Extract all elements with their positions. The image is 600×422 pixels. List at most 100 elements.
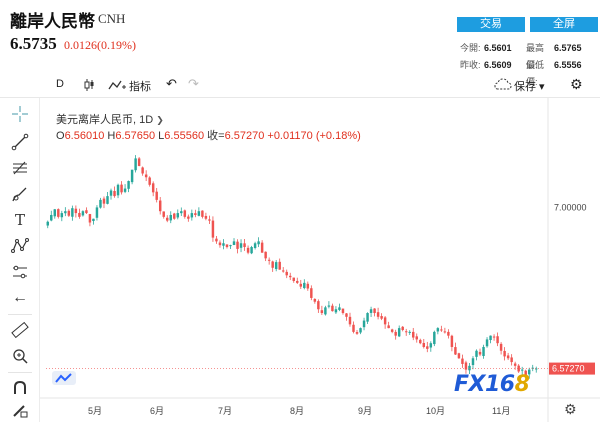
candle	[218, 242, 222, 246]
time-tick-label: 6月	[150, 406, 164, 416]
candle	[158, 200, 162, 212]
candle	[74, 208, 78, 214]
indicator-icon[interactable]	[108, 79, 126, 91]
current-price-label: 6.57270	[552, 364, 585, 374]
candle	[278, 261, 281, 270]
candle	[106, 196, 109, 204]
candle	[408, 331, 411, 333]
fullscreen-button[interactable]: 全屏	[530, 17, 598, 32]
prev-close-value: 6.5609	[484, 60, 512, 70]
fib-icon[interactable]	[10, 158, 30, 178]
candle	[422, 342, 426, 347]
candle	[320, 310, 324, 314]
candle	[289, 275, 292, 278]
ruler-icon[interactable]	[10, 320, 30, 340]
candle	[116, 184, 120, 196]
ohlc-open: 6.56010	[64, 130, 105, 142]
candle	[531, 367, 534, 369]
ohlc-change: +0.01170	[267, 130, 313, 142]
candle	[387, 325, 390, 329]
open-value: 6.5601	[484, 43, 512, 53]
price-chart[interactable]: 5月 6月 7月 8月 9月 10月 11月 7.00000 6.57270	[40, 98, 600, 422]
candle	[436, 328, 440, 332]
candle	[169, 214, 172, 221]
candle	[267, 259, 271, 261]
candle	[176, 213, 180, 218]
candle	[232, 241, 236, 245]
ohlc-legend: O6.56010 H6.57650 L6.55560 收=6.57270 +0.…	[56, 127, 361, 143]
candle	[271, 261, 274, 268]
candle	[517, 365, 520, 372]
trade-button[interactable]: 交易	[457, 17, 525, 32]
pattern-icon[interactable]	[10, 236, 30, 256]
candle	[151, 183, 155, 193]
candle	[144, 174, 148, 178]
series-legend[interactable]: 美元离岸人民币, 1D ❯	[56, 114, 164, 126]
cloud-icon[interactable]	[494, 77, 512, 91]
candle	[419, 339, 422, 344]
candle	[338, 307, 341, 310]
candle	[197, 211, 201, 216]
candle	[317, 301, 320, 310]
drawing-toolbar: T ←	[0, 98, 40, 422]
current-price-tag: 6.57270	[46, 362, 595, 375]
candle	[429, 343, 433, 348]
lock-pen-icon[interactable]	[10, 400, 30, 420]
back-arrow-icon[interactable]: ←	[12, 289, 28, 306]
candle	[440, 329, 443, 331]
candle	[503, 350, 506, 357]
candle	[88, 214, 92, 223]
candle	[401, 326, 404, 330]
indicator-button[interactable]: 指标	[129, 81, 151, 93]
candle	[296, 280, 299, 283]
prev-close-label: 昨收:	[460, 60, 481, 70]
candle	[464, 362, 468, 370]
candle	[141, 167, 144, 174]
candle	[201, 210, 204, 217]
candle	[166, 217, 169, 221]
measure-icon[interactable]	[10, 262, 30, 282]
candle	[120, 184, 123, 193]
candle	[173, 213, 176, 219]
tool-separator	[8, 314, 32, 315]
chevron-down-icon[interactable]: ❯	[156, 115, 164, 125]
text-icon[interactable]: T	[14, 211, 25, 229]
candle	[394, 331, 397, 336]
ohlc-low: 6.55560	[164, 130, 205, 142]
candle	[236, 241, 239, 249]
trendline-icon[interactable]	[10, 132, 30, 152]
undo-icon[interactable]: ↶	[166, 76, 177, 91]
interval-selector[interactable]: D	[56, 78, 64, 90]
candle	[447, 331, 450, 336]
zoom-icon[interactable]	[10, 346, 30, 366]
candle	[134, 158, 137, 171]
low-value: 6.5556	[554, 60, 582, 70]
candle	[535, 368, 538, 370]
chart-settings-gear-icon[interactable]: ⚙	[564, 401, 577, 417]
open-label: 今開:	[460, 43, 481, 53]
magnet-icon[interactable]	[10, 378, 30, 398]
candle	[162, 211, 165, 217]
ohlc-close: 6.57270	[224, 130, 265, 142]
brush-icon[interactable]	[10, 184, 30, 204]
fx168-watermark: FX168	[454, 372, 530, 397]
series-interval: 1D	[139, 114, 154, 126]
price-tick-label: 7.00000	[554, 202, 587, 212]
candle	[204, 215, 208, 219]
save-button[interactable]: 保存 ▾	[514, 81, 545, 93]
candle	[246, 247, 250, 253]
instrument-symbol: CNH	[98, 11, 126, 26]
instrument-title: 離岸人民幣	[10, 12, 95, 32]
watermark-digit: 8	[514, 372, 530, 397]
crosshair-icon[interactable]	[10, 104, 30, 124]
time-tick-label: 10月	[426, 406, 445, 416]
candle	[348, 316, 352, 325]
candle	[250, 247, 253, 254]
time-axis: 5月 6月 7月 8月 9月 10月 11月	[88, 406, 510, 416]
gear-icon[interactable]: ⚙	[570, 76, 583, 92]
redo-icon[interactable]: ↷	[188, 76, 199, 91]
quote-summary: 今開: 6.5601 最高價: 6.5765 昨收: 6.5609 最低價: 6…	[460, 40, 598, 87]
candle	[454, 347, 457, 355]
candlestick-icon[interactable]	[84, 78, 94, 92]
candle	[130, 169, 134, 183]
